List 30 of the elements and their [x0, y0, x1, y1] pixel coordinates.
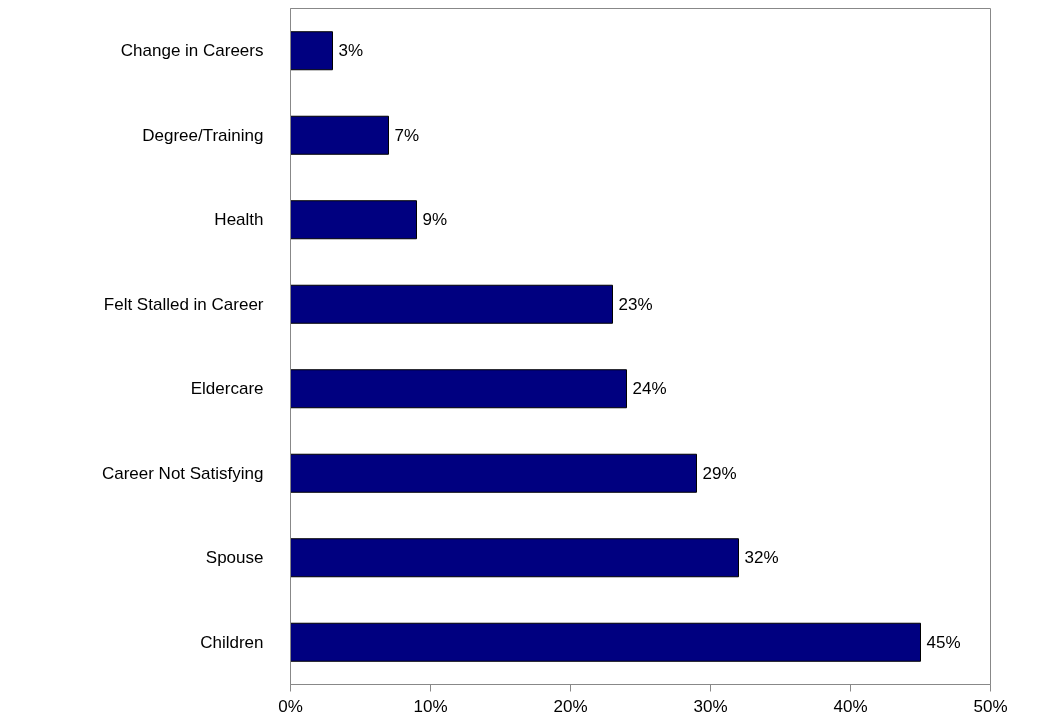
data-label: 32%	[744, 548, 779, 568]
x-tick-label: 20%	[553, 696, 588, 716]
data-label: 3%	[338, 41, 364, 61]
data-label: 24%	[632, 379, 667, 399]
data-label: 29%	[702, 463, 737, 483]
bar	[290, 538, 739, 578]
data-label: 23%	[618, 294, 653, 314]
data-label: 45%	[926, 632, 961, 652]
x-tick-label: 30%	[693, 696, 728, 716]
y-tick-label: Spouse	[205, 548, 264, 568]
y-tick-label: Change in Careers	[120, 41, 264, 61]
x-tick-label: 50%	[973, 696, 1008, 716]
x-tick-label: 10%	[413, 696, 448, 716]
bar	[290, 115, 389, 155]
bar	[290, 369, 627, 409]
y-tick-label: Felt Stalled in Career	[103, 294, 264, 314]
y-tick-label: Children	[200, 632, 264, 652]
y-tick-label: Career Not Satisfying	[101, 463, 264, 483]
bar	[290, 284, 613, 324]
data-label: 7%	[394, 125, 420, 145]
x-tick-label: 0%	[278, 696, 303, 716]
data-label: 9%	[422, 210, 448, 230]
bar	[290, 200, 417, 240]
x-tick-label: 40%	[833, 696, 868, 716]
y-tick-label: Eldercare	[190, 379, 264, 399]
bar	[290, 453, 697, 493]
y-tick-label: Degree/Training	[142, 125, 264, 145]
bar	[290, 622, 921, 662]
y-tick-label: Health	[214, 210, 264, 230]
bar	[290, 31, 333, 71]
